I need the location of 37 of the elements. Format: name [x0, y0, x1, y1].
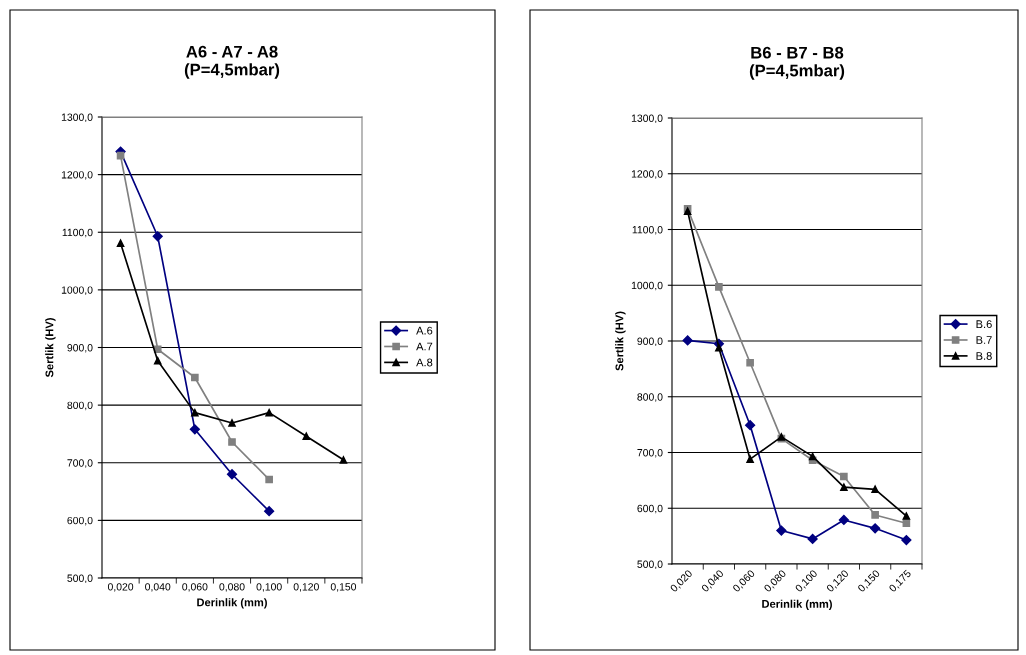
- chart-title: B6 - B7 - B8 (P=4,5mbar): [749, 46, 845, 80]
- y-tick-label: 700,0: [67, 459, 93, 468]
- x-tick-label: 0,100: [256, 583, 282, 592]
- x-axis-title: Derinlik (mm): [197, 598, 267, 609]
- x-tick-label: 0,060: [182, 583, 208, 592]
- y-tick-label: 600,0: [637, 504, 663, 514]
- y-tick-label: 1100,0: [62, 228, 93, 238]
- y-tick-label: 700,0: [637, 449, 663, 458]
- y-tick-label: 800,0: [67, 401, 93, 411]
- y-tick-label: 1300,0: [61, 113, 93, 123]
- legend-label: A.6: [416, 326, 433, 335]
- y-tick-label: 1100,0: [632, 226, 663, 235]
- x-tick-label: 0,150: [330, 583, 357, 592]
- y-tick-label: 1300,0: [631, 114, 663, 124]
- y-axis-title: Sertlik (HV): [45, 318, 56, 378]
- y-tick-label: 1000,0: [631, 281, 663, 291]
- y-tick-label: 900,0: [637, 337, 663, 347]
- chart-title: A6 - A7 - A8 (P=4,5mbar): [184, 45, 280, 79]
- y-tick-label: 1000,0: [61, 286, 93, 295]
- x-tick-label: 0,120: [293, 583, 319, 592]
- legend-label: B.7: [976, 336, 992, 344]
- y-tick-label: 500,0: [637, 560, 663, 570]
- x-tick-label: 0,020: [107, 583, 134, 592]
- y-tick-label: 1200,0: [631, 170, 663, 179]
- y-tick-label: 900,0: [67, 344, 93, 353]
- legend-label: B.6: [976, 320, 992, 329]
- x-tick-label: 0,040: [145, 583, 171, 592]
- y-tick-label: 500,0: [67, 574, 93, 584]
- x-axis-title: Derinlik (mm): [762, 599, 832, 611]
- x-tick-label: 0,080: [219, 583, 245, 592]
- legend-label: A.7: [416, 342, 433, 351]
- y-axis-title: Sertlik (HV): [615, 311, 626, 371]
- legend-label: A.8: [416, 358, 433, 367]
- legend-label: B.8: [976, 352, 992, 360]
- y-tick-label: 1200,0: [61, 171, 93, 180]
- y-tick-label: 600,0: [67, 516, 93, 526]
- y-tick-label: 800,0: [637, 393, 663, 402]
